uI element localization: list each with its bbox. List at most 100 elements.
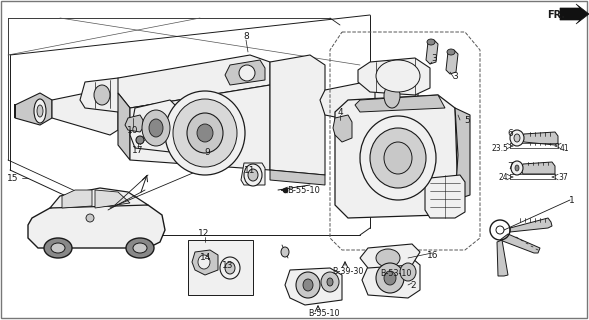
- Polygon shape: [375, 76, 418, 115]
- Ellipse shape: [94, 85, 110, 105]
- Ellipse shape: [376, 249, 400, 267]
- Ellipse shape: [376, 60, 420, 92]
- Polygon shape: [15, 93, 52, 125]
- Polygon shape: [130, 100, 178, 152]
- Polygon shape: [333, 115, 352, 142]
- Polygon shape: [355, 95, 445, 112]
- Polygon shape: [335, 95, 458, 218]
- Ellipse shape: [327, 278, 333, 286]
- Ellipse shape: [220, 257, 240, 279]
- Ellipse shape: [51, 243, 65, 253]
- Ellipse shape: [225, 262, 235, 274]
- Text: 4: 4: [337, 108, 343, 116]
- Polygon shape: [522, 132, 558, 145]
- Text: 12: 12: [198, 228, 210, 237]
- Bar: [188, 240, 253, 295]
- Ellipse shape: [515, 165, 519, 171]
- Polygon shape: [118, 93, 130, 160]
- Ellipse shape: [296, 272, 320, 298]
- Polygon shape: [455, 108, 470, 200]
- Ellipse shape: [165, 91, 245, 175]
- Ellipse shape: [173, 99, 237, 167]
- Polygon shape: [80, 78, 128, 112]
- Polygon shape: [62, 190, 92, 208]
- Polygon shape: [521, 162, 555, 174]
- Ellipse shape: [376, 263, 404, 293]
- Text: 9: 9: [204, 148, 210, 156]
- Polygon shape: [358, 58, 430, 95]
- Ellipse shape: [281, 247, 289, 257]
- Text: 7: 7: [507, 162, 513, 171]
- Polygon shape: [320, 80, 385, 125]
- Text: 14: 14: [200, 253, 211, 262]
- Ellipse shape: [511, 161, 523, 175]
- Ellipse shape: [34, 99, 46, 123]
- Text: B-55-10: B-55-10: [308, 309, 339, 318]
- Text: 23.5: 23.5: [491, 143, 508, 153]
- Text: FR.: FR.: [547, 10, 565, 20]
- Ellipse shape: [514, 134, 520, 142]
- Ellipse shape: [303, 279, 313, 291]
- Polygon shape: [217, 258, 243, 278]
- Text: 13: 13: [222, 260, 234, 269]
- Ellipse shape: [400, 263, 416, 281]
- Text: 11: 11: [244, 165, 256, 174]
- Text: 17: 17: [133, 146, 144, 155]
- Text: 15: 15: [7, 173, 19, 182]
- Text: 37: 37: [558, 172, 568, 181]
- Text: 24: 24: [498, 172, 508, 181]
- Text: 41: 41: [560, 143, 570, 153]
- Polygon shape: [241, 163, 265, 185]
- Polygon shape: [125, 115, 143, 132]
- Polygon shape: [510, 218, 552, 232]
- Ellipse shape: [370, 128, 426, 188]
- Text: 16: 16: [427, 251, 439, 260]
- Ellipse shape: [384, 271, 396, 285]
- Ellipse shape: [133, 243, 147, 253]
- Ellipse shape: [384, 84, 400, 108]
- Ellipse shape: [197, 124, 213, 142]
- Polygon shape: [426, 40, 438, 64]
- Text: B-39-30: B-39-30: [332, 268, 363, 276]
- Ellipse shape: [187, 113, 223, 153]
- Ellipse shape: [321, 272, 339, 292]
- Polygon shape: [192, 250, 218, 275]
- Text: 3: 3: [452, 71, 458, 81]
- Polygon shape: [446, 50, 458, 74]
- Ellipse shape: [126, 238, 154, 258]
- Polygon shape: [95, 190, 130, 208]
- Ellipse shape: [244, 164, 262, 186]
- Ellipse shape: [427, 39, 435, 45]
- Text: 6: 6: [507, 129, 513, 138]
- Polygon shape: [118, 55, 270, 108]
- Polygon shape: [50, 188, 148, 208]
- Polygon shape: [500, 234, 540, 253]
- Ellipse shape: [248, 169, 258, 181]
- Ellipse shape: [510, 130, 524, 146]
- Ellipse shape: [149, 119, 163, 137]
- Text: B-55-10: B-55-10: [287, 186, 320, 195]
- Ellipse shape: [86, 214, 94, 222]
- Text: 5: 5: [464, 116, 470, 124]
- Ellipse shape: [37, 105, 43, 117]
- Polygon shape: [28, 198, 165, 248]
- Text: 2: 2: [410, 281, 416, 290]
- Polygon shape: [360, 244, 420, 268]
- Polygon shape: [130, 85, 270, 170]
- Polygon shape: [225, 60, 265, 85]
- Ellipse shape: [360, 116, 436, 200]
- Text: 8: 8: [243, 31, 249, 41]
- Polygon shape: [362, 258, 420, 298]
- Polygon shape: [560, 4, 589, 24]
- Text: 1: 1: [569, 196, 575, 204]
- Polygon shape: [270, 55, 325, 175]
- Polygon shape: [285, 268, 342, 305]
- Text: 10: 10: [127, 125, 139, 134]
- Polygon shape: [270, 170, 325, 185]
- Polygon shape: [425, 175, 465, 218]
- Polygon shape: [497, 240, 508, 276]
- Text: B-53-10: B-53-10: [380, 269, 411, 278]
- Ellipse shape: [136, 136, 144, 144]
- Ellipse shape: [239, 65, 255, 81]
- Ellipse shape: [44, 238, 72, 258]
